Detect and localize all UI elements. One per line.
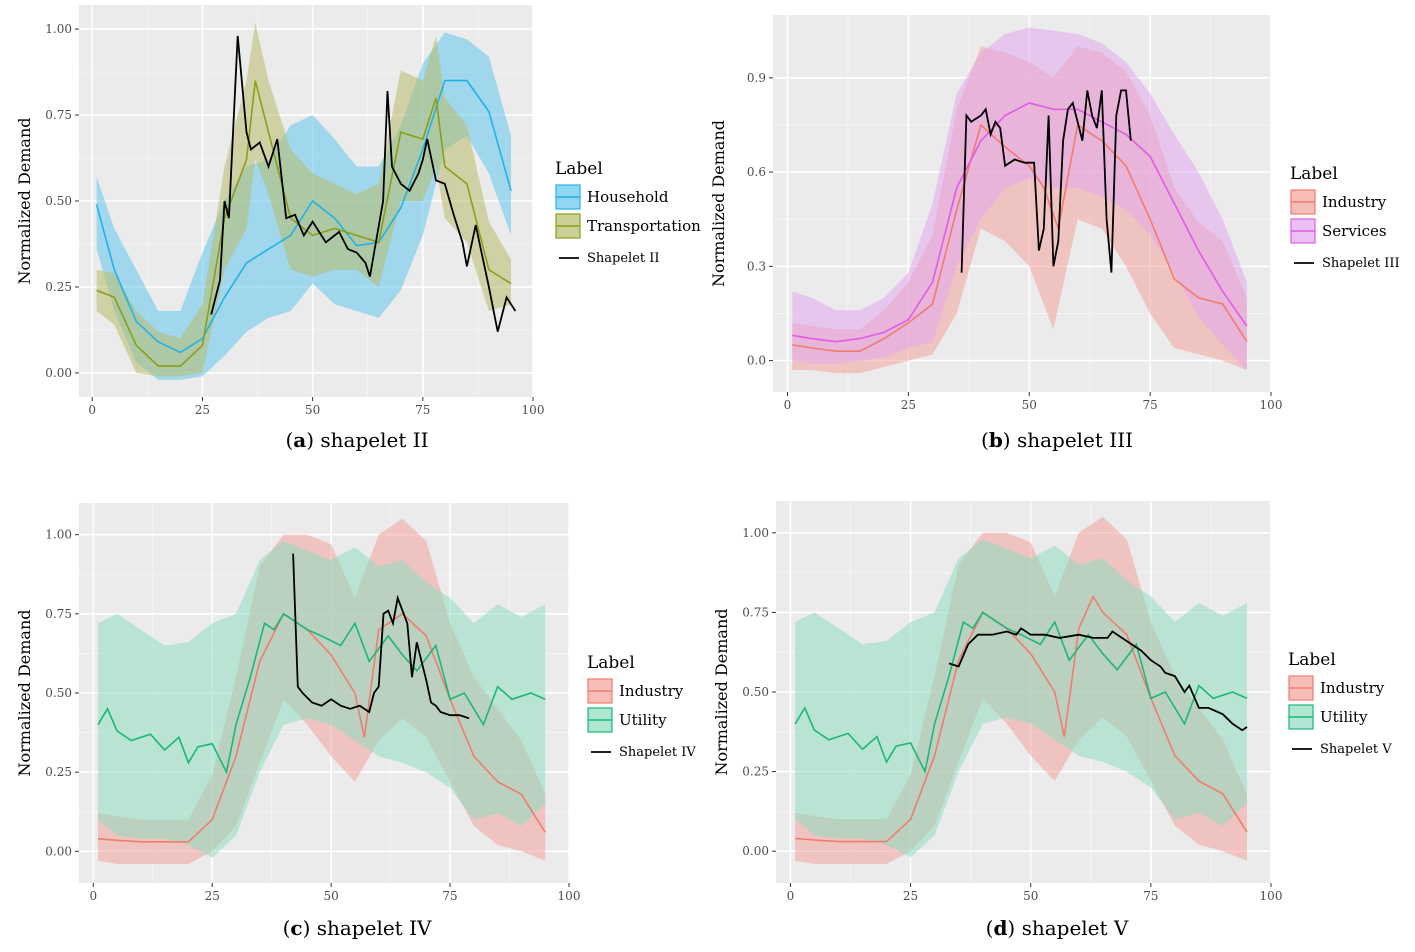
legend: Label Industry Utility Shapelet V: [1288, 650, 1392, 757]
line-transportation: [96, 80, 512, 367]
y-tick-label: 0.50: [742, 685, 769, 699]
y-tick-label: 0.00: [45, 366, 72, 380]
y-tick-label: 0.3: [747, 259, 766, 273]
legend-label: Household: [587, 188, 669, 206]
line-household: [95, 79, 512, 354]
line-industry: [795, 594, 1248, 843]
x-tick-label: 25: [205, 889, 220, 903]
y-tick-label: 0.75: [45, 607, 72, 621]
y-tick-label: 0.9: [747, 71, 766, 85]
chart-c: 0 25 50 75 100 0.00 0.25 0.50 0.75 1.00 Normalized…: [15, 503, 696, 940]
y-tick-label: 1.00: [742, 526, 769, 540]
x-tick-label: 50: [1023, 889, 1038, 903]
legend: Label Household Transportation Shapelet II: [555, 159, 701, 266]
legend-label: Industry: [1322, 193, 1387, 211]
y-tick-label: 0.25: [45, 280, 72, 294]
legend-label: Shapelet IV: [619, 745, 696, 760]
line-industry: [792, 123, 1248, 353]
y-tick-label: 0.50: [45, 194, 72, 208]
y-tick-label: 0.50: [45, 686, 72, 700]
x-tick-label: 75: [1142, 398, 1157, 412]
y-tick-label: 0.75: [45, 108, 72, 122]
legend-label: Shapelet III: [1322, 256, 1400, 271]
x-tick-label: 75: [415, 403, 430, 417]
y-tick-label: 0.00: [45, 844, 72, 858]
y-tick-label: 0.00: [742, 844, 769, 858]
legend-label: Industry: [1320, 679, 1385, 697]
y-tick-label: 0.25: [742, 765, 769, 779]
y-tick-label: 0.0: [747, 354, 766, 368]
caption: (c) shapelet IV: [283, 916, 432, 940]
chart-d: 0 25 50 75 100 0.00 0.25 0.50 0.75 1.00 Normalized…: [712, 501, 1392, 940]
line-shapelet-iv: [292, 553, 470, 720]
band-utility: [98, 541, 546, 858]
y-axis-label: Normalized Demand: [15, 117, 34, 284]
legend: Label Industry Utility Shapelet IV: [587, 653, 696, 760]
x-tick-label: 50: [323, 889, 338, 903]
y-tick-label: 1.00: [45, 22, 72, 36]
line-industry: [97, 612, 546, 843]
legend-title: Label: [555, 159, 603, 179]
x-tick-label: 0: [89, 889, 97, 903]
legend-label: Industry: [619, 682, 684, 700]
x-tick-label: 100: [1260, 889, 1283, 903]
caption: (d) shapelet V: [986, 916, 1129, 940]
x-tick-label: 100: [1260, 398, 1283, 412]
y-tick-label: 0.75: [742, 605, 769, 619]
x-tick-label: 75: [442, 889, 457, 903]
x-tick-label: 75: [1143, 889, 1158, 903]
legend-label: Utility: [619, 711, 667, 729]
x-tick-label: 100: [522, 403, 545, 417]
x-tick-label: 50: [1022, 398, 1037, 412]
y-tick-label: 0.6: [747, 165, 766, 179]
y-axis-label: Normalized Demand: [709, 120, 728, 287]
chart-a: 0 25 50 75 100 0.00 0.25 0.50 0.75 1.00 Normalized…: [15, 5, 701, 452]
caption: (a) shapelet II: [285, 428, 428, 452]
legend-label: Utility: [1320, 708, 1368, 726]
caption: (b) shapelet III: [981, 428, 1133, 452]
legend-label: Shapelet V: [1320, 742, 1392, 757]
x-tick-label: 25: [901, 398, 916, 412]
line-shapelet-ii: [210, 35, 517, 332]
chart-b: 0 25 50 75 100 0.0 0.3 0.6 0.9 Normalized Demand L…: [709, 15, 1400, 452]
line-utility: [794, 611, 1248, 775]
legend-label: Transportation: [587, 217, 701, 235]
x-tick-label: 0: [787, 889, 795, 903]
x-tick-label: 100: [558, 889, 581, 903]
legend-label: Services: [1322, 222, 1387, 240]
legend-title: Label: [1288, 650, 1336, 670]
line-shapelet-iii: [960, 89, 1132, 273]
x-tick-label: 0: [784, 398, 792, 412]
x-tick-label: 0: [88, 403, 96, 417]
legend-label: Shapelet II: [587, 251, 660, 266]
line-shapelet-v: [948, 627, 1248, 732]
x-tick-label: 25: [903, 889, 918, 903]
band-services: [792, 27, 1247, 370]
line-services: [792, 102, 1248, 343]
legend-title: Label: [1290, 164, 1338, 184]
legend-title: Label: [587, 653, 635, 673]
y-tick-label: 1.00: [45, 528, 72, 542]
band-utility: [795, 539, 1247, 858]
legend: Label Industry Services Shapelet III: [1290, 164, 1400, 271]
y-axis-label: Normalized Demand: [15, 609, 34, 776]
x-tick-label: 25: [195, 403, 210, 417]
y-axis-label: Normalized Demand: [712, 608, 731, 775]
x-tick-label: 50: [305, 403, 320, 417]
band-transportation: [96, 22, 511, 377]
y-tick-label: 0.25: [45, 765, 72, 779]
